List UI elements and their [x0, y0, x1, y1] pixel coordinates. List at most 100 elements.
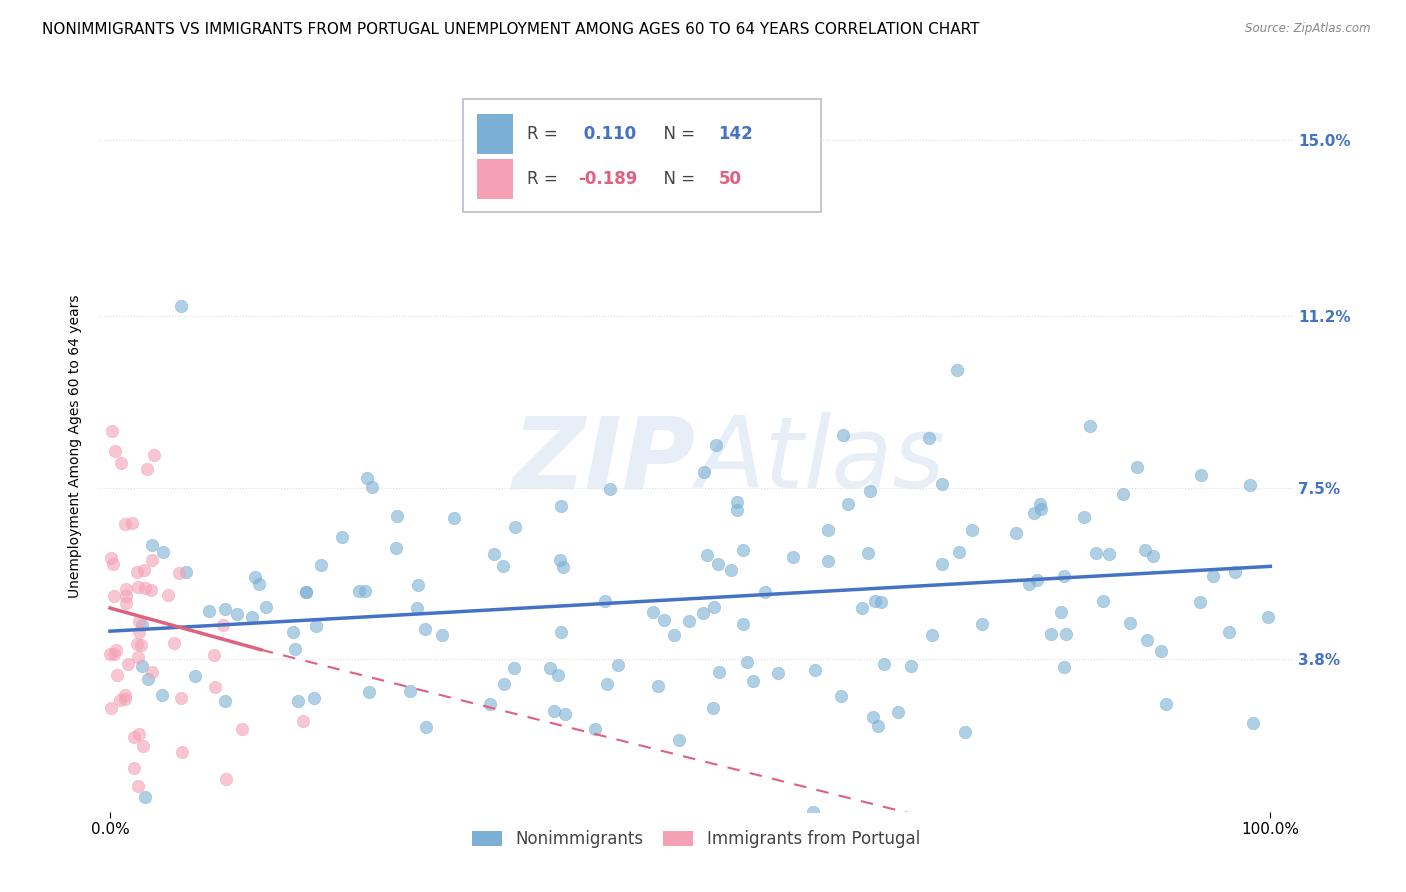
- Point: [1024, 506, 1046, 520]
- Point: [131, 617, 153, 632]
- Point: [136, 672, 159, 686]
- Point: [754, 585, 776, 599]
- Point: [832, 428, 855, 442]
- Point: [1029, 502, 1052, 516]
- Point: [692, 607, 714, 621]
- Point: [830, 689, 852, 703]
- Point: [129, 639, 152, 653]
- Point: [114, 589, 136, 603]
- Point: [114, 582, 136, 596]
- Point: [720, 563, 742, 577]
- Point: [607, 658, 630, 673]
- Point: [725, 495, 748, 509]
- Point: [678, 614, 700, 628]
- Point: [494, 677, 516, 691]
- Point: [583, 722, 606, 736]
- Point: [406, 601, 429, 615]
- Point: [128, 614, 150, 628]
- Point: [141, 538, 163, 552]
- Y-axis label: Unemployment Among Ages 60 to 64 years: Unemployment Among Ages 60 to 64 years: [69, 294, 83, 598]
- Point: [1218, 624, 1240, 639]
- Point: [972, 616, 994, 631]
- Point: [1156, 697, 1178, 711]
- Point: [599, 482, 621, 496]
- FancyBboxPatch shape: [463, 99, 821, 212]
- Point: [1098, 547, 1121, 561]
- Point: [287, 693, 309, 707]
- Point: [886, 705, 908, 719]
- Point: [931, 557, 953, 571]
- Point: [696, 548, 718, 562]
- Point: [347, 583, 370, 598]
- Point: [869, 595, 891, 609]
- Point: [174, 565, 197, 579]
- Point: [156, 588, 179, 602]
- Point: [108, 693, 131, 707]
- Point: [226, 607, 249, 621]
- Point: [399, 684, 422, 698]
- Point: [243, 570, 266, 584]
- Text: Source: ZipAtlas.com: Source: ZipAtlas.com: [1246, 22, 1371, 36]
- Point: [900, 659, 922, 673]
- Point: [662, 628, 685, 642]
- Point: [122, 761, 145, 775]
- Point: [1135, 543, 1157, 558]
- Point: [163, 636, 186, 650]
- Point: [547, 668, 569, 682]
- Point: [141, 665, 163, 680]
- Point: [215, 772, 238, 786]
- Point: [204, 680, 226, 694]
- Point: [782, 549, 804, 564]
- Point: [169, 566, 191, 581]
- Point: [693, 465, 716, 479]
- Text: -0.189: -0.189: [578, 170, 637, 188]
- Point: [212, 618, 235, 632]
- Point: [443, 510, 465, 524]
- Point: [1142, 549, 1164, 563]
- Point: [543, 704, 565, 718]
- Point: [110, 457, 132, 471]
- Point: [1126, 460, 1149, 475]
- Point: [960, 524, 983, 538]
- FancyBboxPatch shape: [477, 113, 513, 153]
- Point: [1092, 594, 1115, 608]
- Point: [122, 731, 145, 745]
- Point: [551, 559, 574, 574]
- Point: [1052, 659, 1074, 673]
- Point: [104, 642, 127, 657]
- Point: [105, 668, 128, 682]
- Point: [641, 606, 664, 620]
- Point: [804, 663, 827, 677]
- Point: [1049, 605, 1071, 619]
- Point: [139, 582, 162, 597]
- Point: [198, 604, 221, 618]
- Text: Atlas: Atlas: [696, 412, 945, 509]
- Point: [170, 745, 193, 759]
- Point: [117, 657, 139, 671]
- Point: [184, 669, 207, 683]
- Point: [134, 563, 156, 577]
- Point: [1189, 468, 1212, 483]
- Point: [921, 628, 943, 642]
- Point: [735, 655, 758, 669]
- Point: [128, 727, 150, 741]
- Point: [284, 641, 307, 656]
- Point: [593, 594, 616, 608]
- Point: [98, 647, 121, 661]
- Point: [291, 714, 314, 729]
- Point: [406, 578, 429, 592]
- Point: [143, 448, 166, 462]
- Point: [100, 700, 122, 714]
- Point: [1054, 627, 1077, 641]
- Point: [550, 624, 572, 639]
- Text: N =: N =: [652, 125, 700, 143]
- Point: [254, 600, 277, 615]
- Point: [432, 627, 454, 641]
- Point: [1053, 568, 1076, 582]
- Point: [114, 688, 136, 702]
- Point: [354, 583, 377, 598]
- Point: [733, 543, 755, 558]
- Point: [946, 363, 969, 377]
- Point: [1029, 497, 1052, 511]
- Point: [214, 694, 236, 708]
